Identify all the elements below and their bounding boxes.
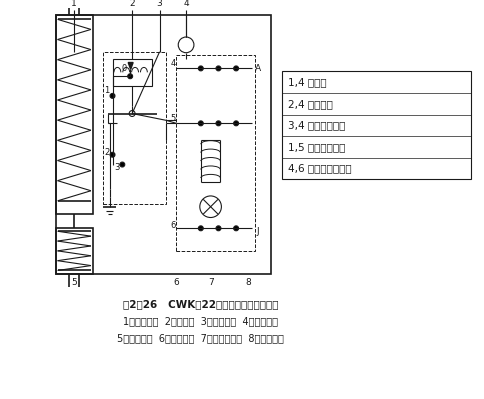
- Text: 7: 7: [208, 278, 213, 287]
- Text: 6: 6: [171, 221, 176, 230]
- Circle shape: [110, 93, 115, 98]
- Text: 1,4 接电源: 1,4 接电源: [288, 77, 327, 87]
- Circle shape: [234, 226, 239, 231]
- Text: 1．低压气箱  2．加热器  3．双金属片  4．复位按钮: 1．低压气箱 2．加热器 3．双金属片 4．复位按钮: [123, 316, 278, 326]
- Polygon shape: [128, 63, 133, 69]
- Bar: [56, 16, 93, 213]
- Text: 5: 5: [171, 114, 176, 123]
- Text: 2: 2: [129, 0, 135, 8]
- Text: 5．高压气箱  6．差压开关  7．欠压指示灯  8．延时开关: 5．高压气箱 6．差压开关 7．欠压指示灯 8．延时开关: [117, 333, 284, 343]
- Bar: [176, 55, 255, 251]
- Text: 2,4 接加热器: 2,4 接加热器: [288, 99, 333, 109]
- Circle shape: [216, 121, 221, 126]
- Circle shape: [234, 66, 239, 71]
- Text: A: A: [255, 64, 261, 73]
- Text: 3: 3: [115, 163, 120, 172]
- Bar: [282, 71, 470, 179]
- Bar: [56, 16, 272, 275]
- Text: 1: 1: [104, 87, 109, 95]
- Text: 1: 1: [71, 0, 77, 8]
- Text: 4,6 接机器开关线路: 4,6 接机器开关线路: [288, 164, 352, 174]
- Text: 4: 4: [183, 0, 189, 8]
- Circle shape: [198, 121, 203, 126]
- Circle shape: [129, 111, 135, 117]
- Circle shape: [128, 74, 133, 79]
- Circle shape: [110, 152, 115, 157]
- Text: 4: 4: [171, 59, 176, 68]
- Circle shape: [216, 226, 221, 231]
- Circle shape: [198, 66, 203, 71]
- Circle shape: [234, 121, 239, 126]
- Text: 0: 0: [121, 64, 127, 73]
- Text: 1,5 接事故讯号灯: 1,5 接事故讯号灯: [288, 142, 346, 152]
- Text: 2: 2: [104, 148, 109, 157]
- Circle shape: [120, 162, 125, 167]
- Circle shape: [198, 226, 203, 231]
- Text: 6: 6: [173, 278, 179, 287]
- Bar: [56, 228, 93, 275]
- Text: 图2－26   CWK－22压差控制器电气原理图: 图2－26 CWK－22压差控制器电气原理图: [123, 299, 279, 309]
- Text: 5: 5: [71, 278, 77, 287]
- Bar: [103, 52, 166, 204]
- Text: 3: 3: [157, 0, 163, 8]
- Text: 3,4 接正常讯号灯: 3,4 接正常讯号灯: [288, 120, 346, 130]
- Circle shape: [216, 66, 221, 71]
- Text: 8: 8: [245, 278, 251, 287]
- Text: J: J: [257, 227, 259, 236]
- Bar: [112, 59, 152, 86]
